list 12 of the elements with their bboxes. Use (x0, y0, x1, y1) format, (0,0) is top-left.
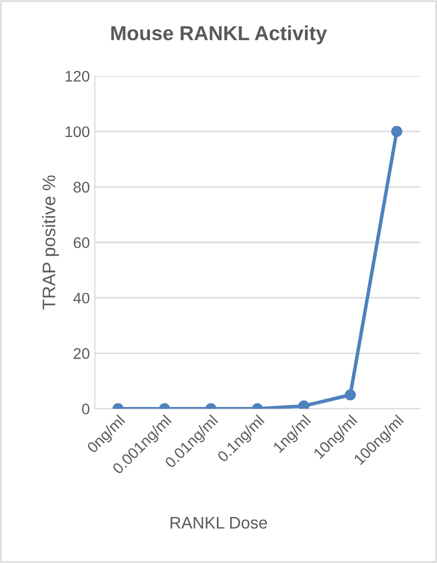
y-axis-title: TRAP positive % (42, 175, 59, 310)
y-tick-label: 80 (74, 182, 90, 193)
chart-title: Mouse RANKL Activity (111, 26, 327, 44)
x-axis-title: RANKL Dose (170, 516, 268, 529)
point (391, 126, 402, 138)
y-tick-label: 100 (66, 126, 90, 138)
y-tick-label: 40 (73, 292, 90, 304)
y-tick-label: 60 (74, 237, 90, 248)
y-tick-label: 0 (82, 404, 90, 414)
y-tick-label: 120 (66, 70, 90, 82)
y-tick-label: 20 (74, 348, 90, 359)
point (298, 400, 310, 409)
